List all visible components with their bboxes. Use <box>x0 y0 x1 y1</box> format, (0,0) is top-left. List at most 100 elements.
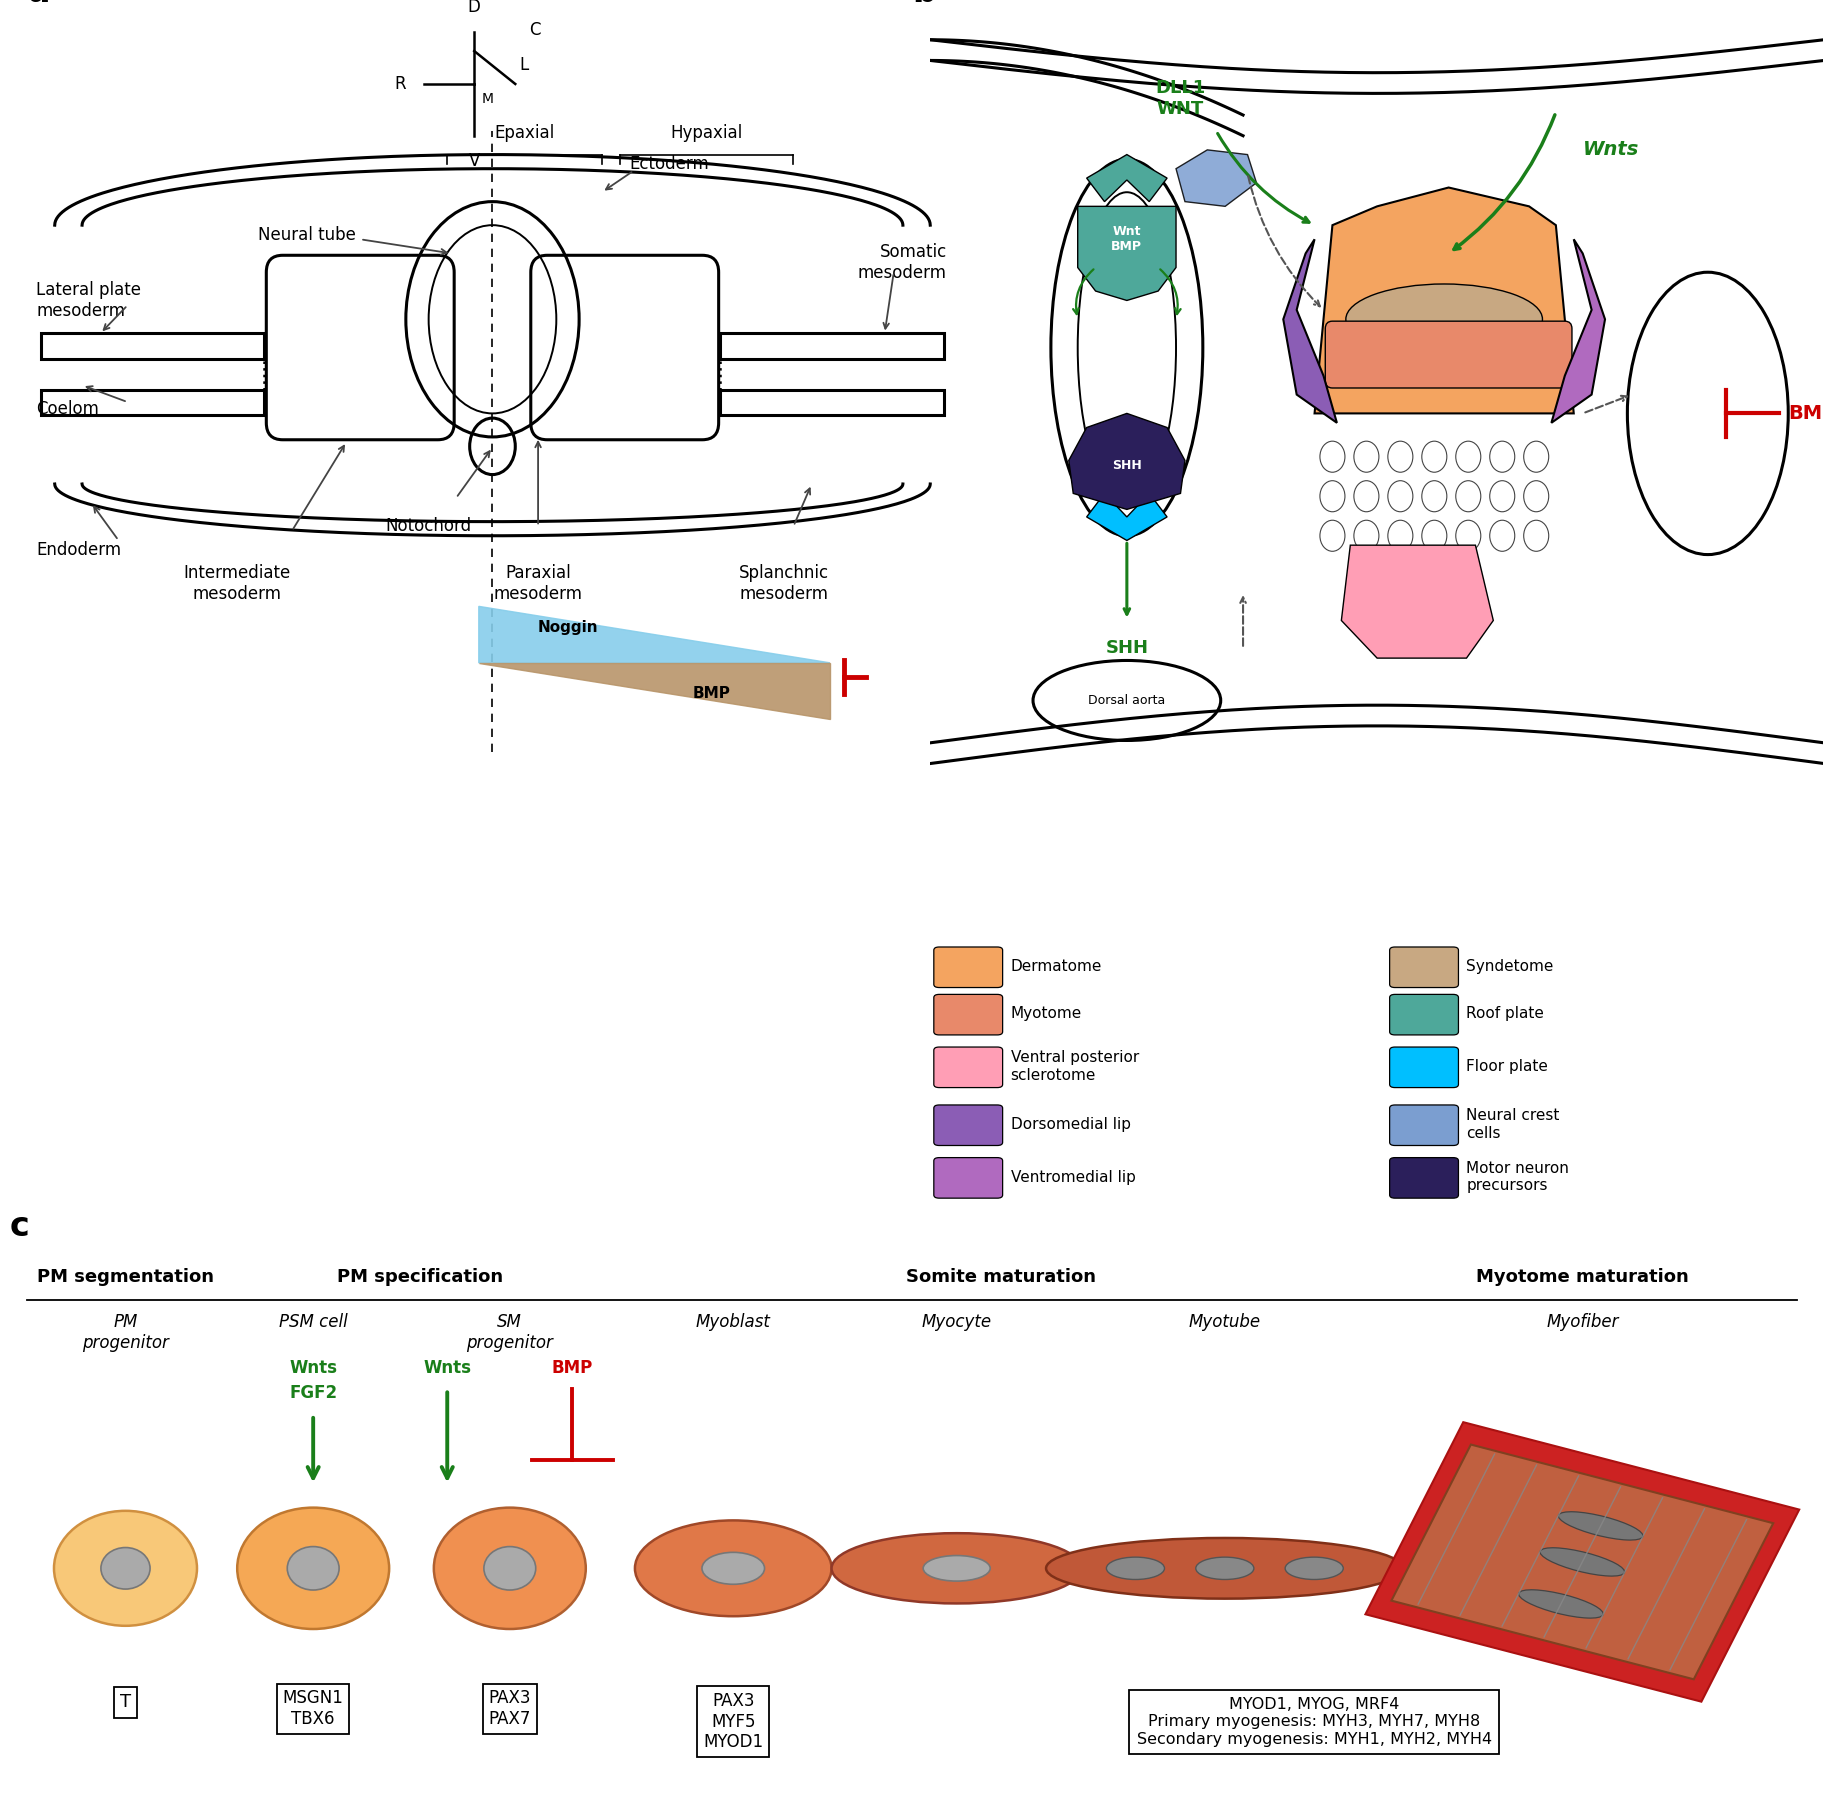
Text: FGF2: FGF2 <box>290 1385 337 1403</box>
Text: PAX3
PAX7: PAX3 PAX7 <box>489 1689 530 1729</box>
Ellipse shape <box>831 1533 1081 1604</box>
Text: a: a <box>27 0 49 9</box>
FancyBboxPatch shape <box>1389 1158 1458 1198</box>
Text: Somite maturation: Somite maturation <box>906 1269 1096 1287</box>
Ellipse shape <box>286 1546 339 1589</box>
Polygon shape <box>1551 239 1604 424</box>
Text: PSM cell: PSM cell <box>279 1312 348 1330</box>
Text: PM
progenitor: PM progenitor <box>82 1312 170 1352</box>
Polygon shape <box>1391 1444 1772 1680</box>
Text: Myocyte: Myocyte <box>921 1312 992 1330</box>
Text: Dorsal aorta: Dorsal aorta <box>1088 693 1165 708</box>
FancyBboxPatch shape <box>1389 994 1458 1035</box>
Text: Myotube: Myotube <box>1189 1312 1260 1330</box>
FancyBboxPatch shape <box>933 1104 1003 1146</box>
Text: Noggin: Noggin <box>538 621 598 635</box>
Text: BMP: BMP <box>1787 404 1823 424</box>
Text: Lateral plate
mesoderm: Lateral plate mesoderm <box>36 281 142 320</box>
Text: Wnt
BMP: Wnt BMP <box>1110 224 1141 253</box>
Polygon shape <box>478 606 829 662</box>
Ellipse shape <box>55 1511 197 1625</box>
Ellipse shape <box>1519 1589 1602 1618</box>
Text: PAX3
MYF5
MYOD1: PAX3 MYF5 MYOD1 <box>704 1692 762 1752</box>
Ellipse shape <box>1345 284 1542 355</box>
FancyBboxPatch shape <box>933 947 1003 988</box>
Ellipse shape <box>237 1508 388 1629</box>
Text: Myoblast: Myoblast <box>695 1312 771 1330</box>
Text: BMP: BMP <box>551 1359 592 1377</box>
Text: Dorsomedial lip: Dorsomedial lip <box>1010 1117 1130 1131</box>
Polygon shape <box>478 662 829 719</box>
Ellipse shape <box>1557 1511 1643 1540</box>
Text: Coelom: Coelom <box>36 400 98 418</box>
Text: SM
progenitor: SM progenitor <box>467 1312 552 1352</box>
Text: BMP: BMP <box>693 686 731 702</box>
Polygon shape <box>1340 545 1493 659</box>
Text: Endoderm: Endoderm <box>36 541 122 559</box>
Text: Floor plate: Floor plate <box>1466 1059 1548 1073</box>
Text: Splanchnic
mesoderm: Splanchnic mesoderm <box>738 565 829 603</box>
Text: L: L <box>520 56 529 74</box>
FancyBboxPatch shape <box>933 994 1003 1035</box>
Ellipse shape <box>1285 1557 1342 1580</box>
FancyBboxPatch shape <box>1389 947 1458 988</box>
FancyBboxPatch shape <box>1389 1104 1458 1146</box>
Ellipse shape <box>702 1553 764 1584</box>
Text: Syndetome: Syndetome <box>1466 959 1553 974</box>
Text: Somatic
mesoderm: Somatic mesoderm <box>857 243 946 282</box>
Ellipse shape <box>1196 1557 1252 1580</box>
FancyBboxPatch shape <box>1325 320 1571 387</box>
Text: Ventromedial lip: Ventromedial lip <box>1010 1169 1136 1184</box>
Text: Notochord: Notochord <box>385 518 472 536</box>
Text: Neural tube: Neural tube <box>257 226 355 244</box>
Text: b: b <box>912 0 935 9</box>
Text: T: T <box>120 1694 131 1712</box>
FancyBboxPatch shape <box>1389 1046 1458 1088</box>
Text: V: V <box>469 152 479 170</box>
Ellipse shape <box>1539 1548 1624 1577</box>
Text: Wnts: Wnts <box>423 1359 470 1377</box>
Text: D: D <box>467 0 481 16</box>
Text: c: c <box>9 1211 29 1243</box>
Text: Ectoderm: Ectoderm <box>629 156 709 174</box>
Text: Ventral posterior
sclerotome: Ventral posterior sclerotome <box>1010 1050 1138 1082</box>
Text: R: R <box>394 74 407 92</box>
Text: Wnts: Wnts <box>290 1359 337 1377</box>
Ellipse shape <box>483 1546 536 1589</box>
Polygon shape <box>1087 154 1167 201</box>
Text: M: M <box>481 92 494 105</box>
Ellipse shape <box>634 1520 831 1616</box>
Text: PM segmentation: PM segmentation <box>36 1269 213 1287</box>
Polygon shape <box>1283 239 1336 424</box>
Text: Paraxial
mesoderm: Paraxial mesoderm <box>494 565 582 603</box>
Ellipse shape <box>434 1508 585 1629</box>
Text: Intermediate
mesoderm: Intermediate mesoderm <box>184 565 290 603</box>
Text: Epaxial: Epaxial <box>494 125 554 143</box>
FancyBboxPatch shape <box>933 1158 1003 1198</box>
Text: Myotome: Myotome <box>1010 1006 1081 1021</box>
Text: Motor neuron
precursors: Motor neuron precursors <box>1466 1160 1568 1193</box>
Text: MYOD1, MYOG, MRF4
Primary myogenesis: MYH3, MYH7, MYH8
Secondary myogenesis: MYH: MYOD1, MYOG, MRF4 Primary myogenesis: MY… <box>1136 1696 1491 1747</box>
Text: DLL1
WNT: DLL1 WNT <box>1154 80 1205 118</box>
Text: C: C <box>529 20 540 38</box>
Text: SHH: SHH <box>1112 458 1141 472</box>
Polygon shape <box>1314 188 1573 413</box>
Polygon shape <box>1068 413 1185 509</box>
Ellipse shape <box>1046 1538 1404 1598</box>
Polygon shape <box>1087 494 1167 541</box>
Text: Hypaxial: Hypaxial <box>671 125 742 143</box>
FancyBboxPatch shape <box>933 1046 1003 1088</box>
Text: Myofiber: Myofiber <box>1546 1312 1617 1330</box>
Polygon shape <box>1365 1423 1797 1701</box>
Ellipse shape <box>1107 1557 1163 1580</box>
Text: Wnts: Wnts <box>1582 141 1639 159</box>
Text: Roof plate: Roof plate <box>1466 1006 1544 1021</box>
Text: PM specification: PM specification <box>337 1269 503 1287</box>
Polygon shape <box>1077 206 1176 300</box>
Polygon shape <box>1176 150 1256 206</box>
Text: Neural crest
cells: Neural crest cells <box>1466 1108 1559 1140</box>
Text: Dermatome: Dermatome <box>1010 959 1101 974</box>
Text: MSGN1
TBX6: MSGN1 TBX6 <box>283 1689 343 1729</box>
Ellipse shape <box>922 1555 990 1582</box>
Text: SHH: SHH <box>1105 639 1148 657</box>
